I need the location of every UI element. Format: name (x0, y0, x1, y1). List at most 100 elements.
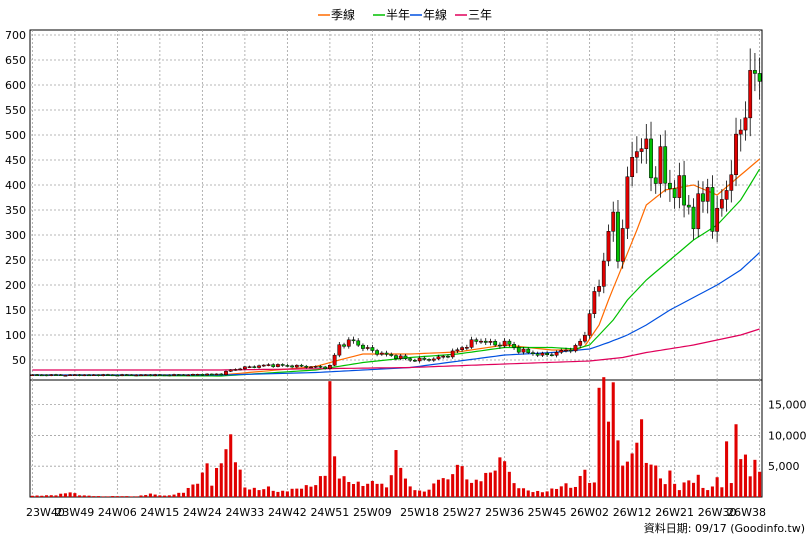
candle-body (209, 373, 214, 376)
volume-bar (545, 491, 549, 497)
candle-body (583, 335, 587, 342)
candle-body (290, 365, 295, 368)
candle-body (474, 339, 479, 342)
candle-body (271, 364, 276, 367)
candle-body (630, 157, 635, 178)
week-tick-label: 25W27 (443, 506, 482, 519)
volume-bar (691, 482, 696, 497)
volume-bar (422, 491, 426, 497)
candle-body (719, 199, 724, 209)
volume-bar (512, 483, 516, 497)
volume-bar (706, 490, 710, 497)
candle-body (337, 344, 342, 356)
week-tick-label: 24W33 (225, 506, 264, 519)
candle-body (668, 182, 672, 189)
volume-bar (323, 475, 327, 497)
volume-bar (49, 495, 53, 497)
candle-body (176, 374, 181, 376)
candle-body (195, 373, 200, 376)
candle-body (54, 374, 58, 376)
price-tick-label: 400 (5, 179, 26, 192)
volume-bar (479, 481, 483, 497)
candle-body (87, 374, 91, 377)
volume-bar (224, 449, 228, 497)
volume-bar (696, 474, 700, 497)
volume-bar (720, 487, 724, 497)
candle-body (649, 138, 653, 179)
volume-bar (710, 486, 714, 497)
candle-body (502, 340, 507, 347)
volume-bar (739, 459, 743, 497)
candle-body (346, 339, 351, 347)
candle-body (663, 146, 668, 184)
volume-bar (403, 478, 407, 497)
candle-body (285, 365, 290, 367)
candle-body (564, 349, 568, 352)
price-tick-label: 150 (5, 304, 26, 317)
candle-body (507, 340, 512, 345)
candle-body (276, 364, 280, 367)
candle-body (370, 347, 375, 351)
candle-body (549, 354, 554, 357)
candle-body (696, 193, 701, 230)
candle-body (91, 374, 96, 376)
candle-body (639, 148, 644, 152)
volume-bar (484, 472, 488, 497)
candle-body (294, 364, 299, 368)
candle-body (129, 374, 134, 376)
candle-body (351, 339, 356, 342)
candle-body (625, 176, 630, 229)
candle-body (35, 374, 39, 376)
week-tick-label: 24W51 (310, 506, 349, 519)
volume-bar (342, 476, 346, 497)
candle-body (705, 187, 710, 202)
candle-body (403, 355, 408, 359)
volume-bar (276, 491, 280, 497)
candle-body (738, 129, 743, 135)
week-tick-label: 24W42 (268, 506, 307, 519)
week-tick-label: 26W30 (698, 506, 737, 519)
volume-bar (309, 486, 313, 497)
volume-bar (715, 477, 719, 497)
candle-body (361, 344, 365, 349)
candle-body (30, 374, 35, 376)
volume-bar (285, 491, 289, 497)
week-tick-label: 24W15 (140, 506, 179, 519)
volume-bar (758, 471, 762, 497)
candle-body (634, 151, 639, 158)
volume-bar (328, 381, 332, 497)
volume-bar (337, 478, 341, 497)
volume-bar (318, 476, 322, 497)
candle-body (143, 374, 148, 376)
price-tick-label: 50 (12, 354, 26, 367)
volume-bar (243, 487, 247, 497)
volume-bar (418, 490, 422, 497)
candle-body (535, 353, 540, 356)
candle-body (106, 374, 110, 376)
price-tick-label: 600 (5, 79, 26, 92)
volume-bar (248, 489, 252, 497)
candle-body (691, 206, 696, 230)
candle-body (734, 133, 738, 175)
candle-body (686, 204, 691, 208)
volume-bar (257, 490, 261, 497)
week-tick-label: 24W06 (98, 506, 137, 519)
candle-body (39, 374, 44, 377)
candle-body (304, 365, 309, 368)
volume-bar (120, 496, 124, 497)
volume-bars (30, 377, 762, 497)
volume-bar (101, 496, 105, 497)
volume-bar (531, 492, 535, 497)
legend-label-ma-year: 年線 (423, 7, 447, 22)
volume-bar (611, 382, 615, 497)
volume-bar (115, 496, 119, 497)
candle-body (431, 358, 436, 361)
chart-legend: 季線 半年 年線 三年 (318, 7, 492, 22)
volume-tick-label: 10,000 (768, 429, 807, 442)
candle-body (677, 175, 682, 198)
volume-bar (300, 488, 304, 497)
candle-body (592, 291, 597, 314)
candle-body (493, 341, 498, 346)
candle-body (157, 374, 162, 376)
